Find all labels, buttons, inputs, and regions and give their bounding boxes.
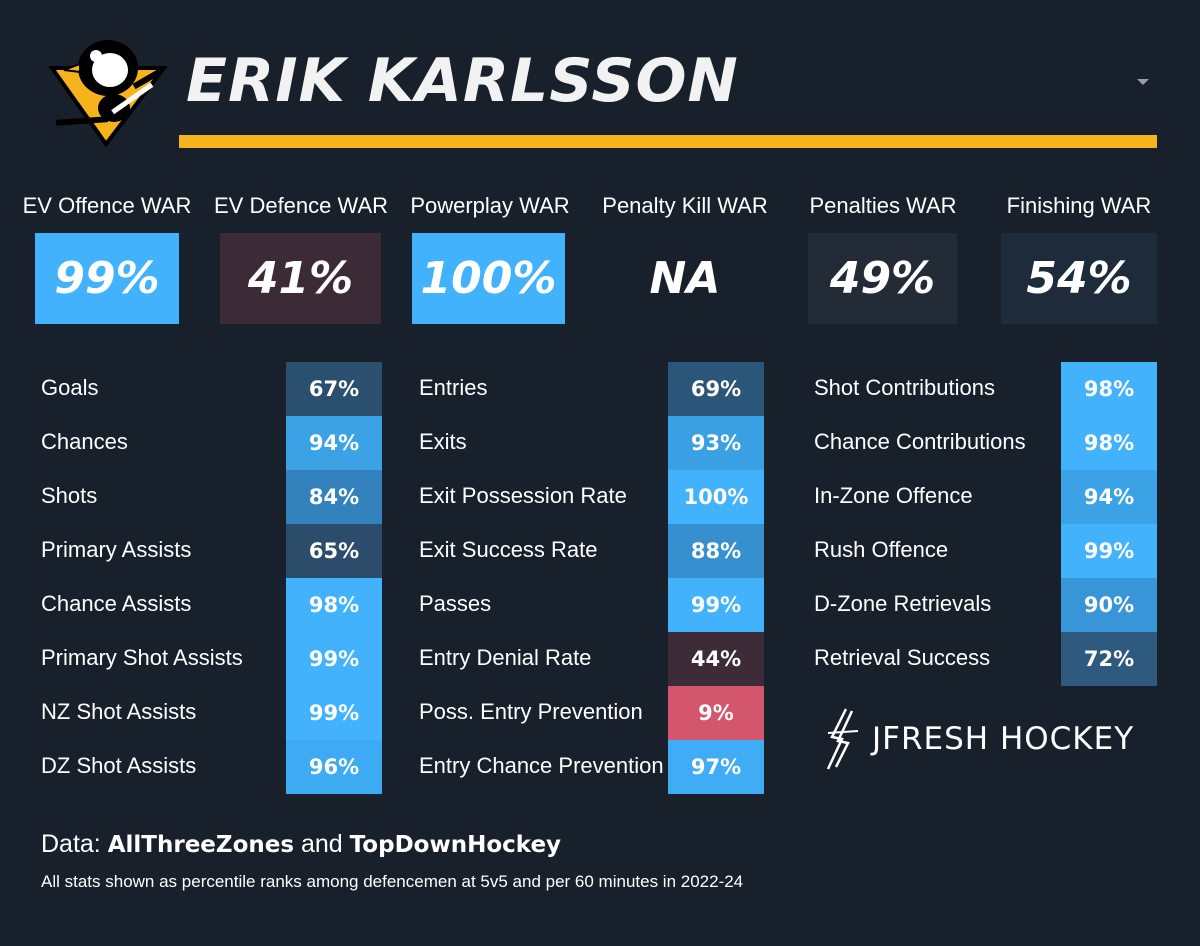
stat-label: Shots [41,483,98,508]
stat-percentile-cell: 100% [668,470,764,524]
stat-label: Exit Possession Rate [419,483,627,508]
player-name: ERIK KARLSSON [186,46,739,116]
stat-percentile-cell: 99% [286,686,382,740]
stat-label: Rush Offence [814,537,949,562]
jfresh-hockey-brand: JFRESH HOCKEY [822,707,1134,771]
stat-label: Goals [41,375,99,400]
stat-label: D-Zone Retrievals [814,591,992,616]
stat-label: Chances [41,429,128,454]
stat-percentile-cell: 9% [668,686,764,740]
stat-label: Retrieval Success [814,645,991,670]
stat-label: Chance Assists [41,591,192,616]
stat-percentile-cell: 94% [286,416,382,470]
stat-label: Entry Denial Rate [419,645,592,670]
stat-percentile-cell: 67% [286,362,382,416]
war-label-ev-defence: EV Defence WAR [213,193,389,218]
war-label-penalties: Penalties WAR [809,193,957,218]
source-topdownhockey: TopDownHockey [349,832,562,858]
stat-percentile-cell: 84% [286,470,382,524]
data-source: Data: AllThreeZones and TopDownHockey [41,830,561,859]
stat-label: Shot Contributions [814,375,995,400]
stat-percentile-cell: 97% [668,740,764,794]
stat-percentile-cell: 90% [1061,578,1157,632]
stat-percentile-cell: 99% [668,578,764,632]
stat-label: Poss. Entry Prevention [419,699,643,724]
stat-percentile-cell: 98% [286,578,382,632]
stat-label: Exit Success Rate [419,537,598,562]
stat-label: Primary Assists [41,537,192,562]
war-value-penalties: 49% [808,233,957,324]
stat-percentile-cell: 88% [668,524,764,578]
stat-percentile-cell: 65% [286,524,382,578]
war-label-finishing: Finishing WAR [1006,193,1152,218]
brand-text: JFRESH HOCKEY [872,721,1135,757]
stat-label: Exits [419,429,467,454]
stat-percentile-cell: 99% [1061,524,1157,578]
stat-label: Primary Shot Assists [41,645,243,670]
footnote: All stats shown as percentile ranks amon… [41,872,744,891]
stat-percentile-cell: 93% [668,416,764,470]
war-label-powerplay: Powerplay WAR [410,193,570,218]
stat-label: Chance Contributions [814,429,1026,454]
war-value-ev-defence: 41% [220,233,381,324]
war-label-penalty-kill: Penalty Kill WAR [602,193,768,218]
stat-label: Passes [419,591,492,616]
stat-label: NZ Shot Assists [41,699,197,724]
stat-percentile-cell: 94% [1061,470,1157,524]
chevron-down-icon[interactable] [1137,79,1149,85]
source-and: and [301,830,343,858]
war-value-penalty-kill: NA [607,233,763,324]
war-value-finishing: 54% [1001,233,1157,324]
accent-rule [179,135,1157,148]
stat-percentile-cell: 69% [668,362,764,416]
penguins-logo-icon [48,40,169,148]
war-value-ev-offence: 99% [35,233,179,324]
stat-label: Entries [419,375,488,400]
stat-percentile-cell: 44% [668,632,764,686]
stat-label: Entry Chance Prevention [419,753,664,778]
stat-percentile-cell: 98% [1061,416,1157,470]
war-value-powerplay: 100% [412,233,565,324]
stat-percentile-cell: 72% [1061,632,1157,686]
jfresh-logo-icon [826,708,859,770]
stat-percentile-cell: 99% [286,632,382,686]
stat-percentile-cell: 98% [1061,362,1157,416]
source-allthreezones: AllThreeZones [107,832,295,858]
war-label-ev-offence: EV Offence WAR [22,193,192,218]
stat-percentile-cell: 96% [286,740,382,794]
stat-label: DZ Shot Assists [41,753,197,778]
source-prefix: Data: [41,830,101,858]
stat-label: In-Zone Offence [814,483,973,508]
